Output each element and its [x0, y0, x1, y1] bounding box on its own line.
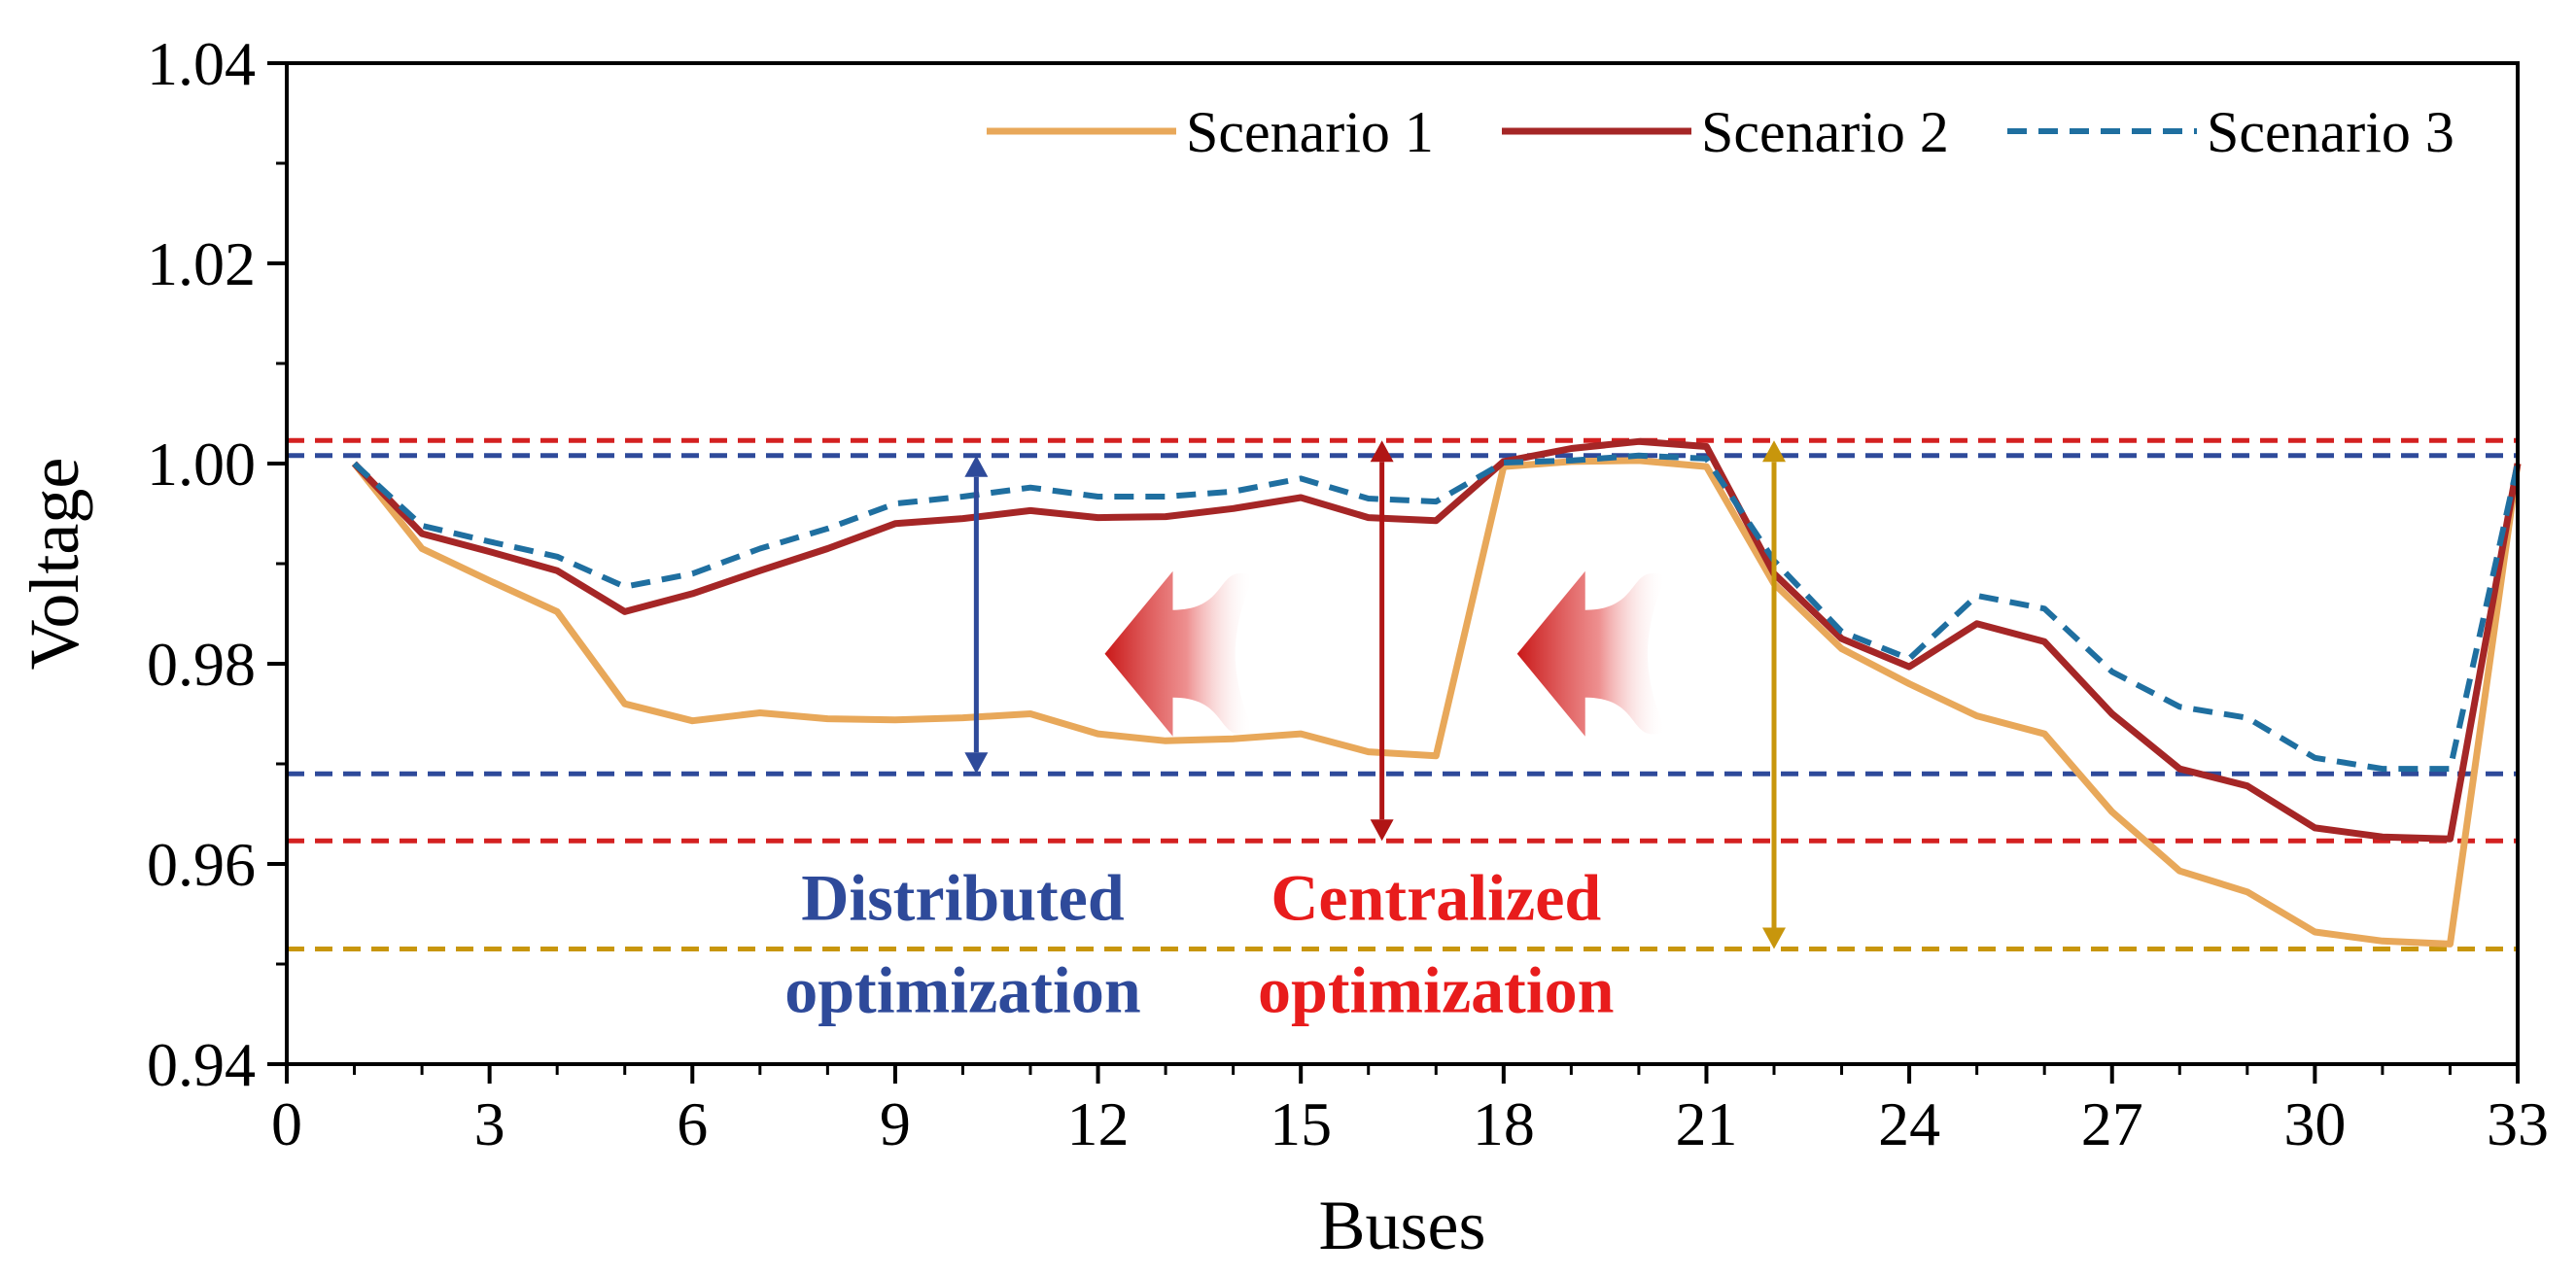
range-arrow-head-bottom-1 [964, 752, 989, 775]
annotation-1-line-2: optimization [784, 953, 1140, 1027]
range-arrow-head-top-1 [964, 455, 989, 477]
annotation-2-line-2: optimization [1258, 953, 1614, 1027]
y-tick-label-2: 0.98 [147, 630, 256, 699]
x-tick-label-12: 12 [1067, 1089, 1130, 1158]
range-arrow-head-top-3 [1762, 440, 1786, 463]
x-tick-label-24: 24 [1878, 1089, 1940, 1158]
legend-label-scenario-3: Scenario 3 [2207, 100, 2454, 164]
axes: 0 3 6 9 12 15 18 21 24 27 30 33 0.94 0.96 0.98 1.00 1.02… [16, 29, 2549, 1264]
x-tick-label-0: 0 [271, 1089, 302, 1158]
reference-lines [287, 437, 2518, 952]
x-tick-label-18: 18 [1473, 1089, 1535, 1158]
y-axis-title: Voltage [16, 458, 93, 671]
annotations: Distributed optimization Centralized optimi… [784, 861, 1614, 1027]
y-tick-label-5: 1.04 [147, 29, 256, 98]
range-arrow-head-bottom-2 [1370, 819, 1394, 842]
x-tick-label-30: 30 [2283, 1089, 2346, 1158]
x-tick-label-6: 6 [677, 1089, 708, 1158]
y-tick-label-3: 1.00 [147, 430, 256, 499]
annotation-2-line-1: Centralized [1271, 861, 1601, 935]
legend-label-scenario-2: Scenario 2 [1701, 100, 1949, 164]
annotation-1-line-1: Distributed [801, 861, 1125, 935]
x-tick-label-33: 33 [2487, 1089, 2549, 1158]
x-tick-label-3: 3 [474, 1089, 505, 1158]
range-arrow-head-top-2 [1370, 440, 1394, 463]
series-lines [351, 437, 2522, 948]
x-axis-title: Buses [1318, 1187, 1485, 1264]
x-tick-label-21: 21 [1675, 1089, 1737, 1158]
shift-arrow-2 [1516, 570, 1666, 737]
x-tick-label-15: 15 [1270, 1089, 1332, 1158]
legend: Scenario 1 Scenario 2 Scenario 3 [987, 100, 2454, 164]
series-line-scenario-1 [351, 457, 2522, 948]
y-tick-label-0: 0.94 [147, 1030, 256, 1099]
x-tick-label-27: 27 [2081, 1089, 2143, 1158]
x-tick-label-9: 9 [880, 1089, 911, 1158]
legend-label-scenario-1: Scenario 1 [1186, 100, 1434, 164]
series-line-scenario-3 [352, 452, 2521, 773]
y-tick-label-4: 1.02 [147, 229, 256, 298]
shift-arrow-1 [1104, 570, 1254, 737]
series-line-scenario-2 [351, 437, 2522, 843]
y-tick-label-1: 0.96 [147, 830, 256, 899]
range-arrow-head-bottom-3 [1762, 927, 1786, 949]
range-and-shift-arrows [964, 440, 1786, 949]
